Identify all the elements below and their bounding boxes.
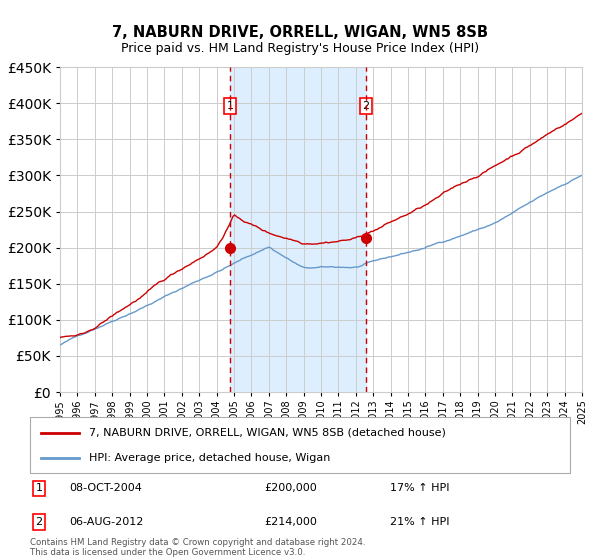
Text: 21% ↑ HPI: 21% ↑ HPI <box>390 517 449 527</box>
Text: Contains HM Land Registry data © Crown copyright and database right 2024.
This d: Contains HM Land Registry data © Crown c… <box>30 538 365 557</box>
Text: 2: 2 <box>35 517 43 527</box>
Bar <box>230 67 366 392</box>
Text: 1: 1 <box>226 101 233 111</box>
Text: 06-AUG-2012: 06-AUG-2012 <box>69 517 143 527</box>
Text: £200,000: £200,000 <box>264 483 317 493</box>
Text: HPI: Average price, detached house, Wigan: HPI: Average price, detached house, Wiga… <box>89 452 331 463</box>
Text: 7, NABURN DRIVE, ORRELL, WIGAN, WN5 8SB (detached house): 7, NABURN DRIVE, ORRELL, WIGAN, WN5 8SB … <box>89 428 446 438</box>
Text: 7, NABURN DRIVE, ORRELL, WIGAN, WN5 8SB: 7, NABURN DRIVE, ORRELL, WIGAN, WN5 8SB <box>112 25 488 40</box>
Text: Price paid vs. HM Land Registry's House Price Index (HPI): Price paid vs. HM Land Registry's House … <box>121 42 479 55</box>
FancyBboxPatch shape <box>30 417 570 473</box>
Text: 1: 1 <box>35 483 43 493</box>
Text: 17% ↑ HPI: 17% ↑ HPI <box>390 483 449 493</box>
Text: £214,000: £214,000 <box>264 517 317 527</box>
Text: 08-OCT-2004: 08-OCT-2004 <box>69 483 142 493</box>
Text: 2: 2 <box>362 101 370 111</box>
